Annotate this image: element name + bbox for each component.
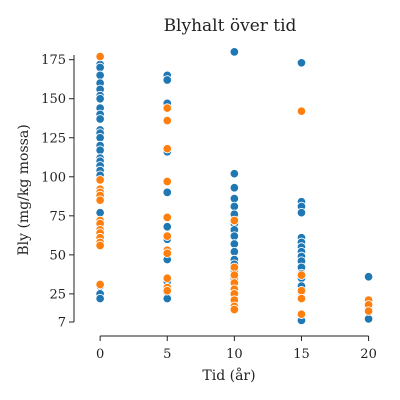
data-point-series-2 (162, 115, 172, 126)
data-point-series-2 (296, 309, 307, 319)
data-point-series-1 (229, 239, 240, 249)
data-point-series-2 (162, 231, 172, 241)
data-point-series-1 (229, 201, 240, 212)
data-point-series-2 (363, 306, 374, 316)
data-point-series-1 (162, 222, 172, 232)
x-tick-label: 0 (96, 347, 104, 362)
y-tick-label: 75 (49, 209, 66, 224)
data-point-series-2 (229, 304, 240, 315)
x-tick-label: 20 (360, 347, 377, 362)
y-tick-label: 7 (58, 316, 66, 331)
x-axis-label: Tid (år) (202, 367, 255, 384)
data-point-series-1 (162, 75, 172, 85)
data-point-series-1 (95, 133, 105, 143)
x-axis: 0 5 10 15 20 (96, 335, 377, 362)
x-tick-label: 10 (226, 347, 243, 362)
data-point-series-2 (162, 273, 172, 284)
data-point-series-1 (95, 62, 105, 73)
data-point-series-2 (95, 195, 105, 205)
data-point-series-2 (95, 51, 105, 62)
data-point-series-1 (229, 47, 240, 57)
data-point-series-1 (229, 182, 240, 193)
data-point-series-1 (162, 187, 172, 198)
data-point-series-2 (162, 286, 172, 296)
y-tick-label: 25 (49, 287, 66, 302)
chart-title: Blyhalt över tid (164, 16, 297, 36)
data-point-series-1 (95, 93, 105, 104)
data-point-series-1 (95, 207, 105, 218)
data-point-series-1 (229, 231, 240, 241)
y-tick-label: 175 (41, 53, 66, 68)
data-point-series-2 (296, 293, 307, 304)
data-point-series-1 (229, 246, 240, 257)
data-point-series-2 (296, 106, 307, 116)
data-point-series-1 (229, 168, 240, 179)
y-tick-label: 150 (41, 92, 66, 107)
data-point-series-2 (95, 240, 105, 251)
data-point-series-2 (162, 143, 172, 154)
data-point-series-1 (95, 145, 105, 155)
y-axis-label: Bly (mg/kg mossa) (16, 124, 32, 255)
data-point-series-2 (229, 262, 240, 273)
data-point-series-2 (95, 175, 105, 185)
data-point-series-1 (162, 293, 172, 304)
data-point-series-2 (162, 103, 172, 113)
data-point-series-2 (95, 279, 105, 290)
y-tick-label: 125 (41, 131, 66, 146)
y-tick-label: 50 (49, 248, 66, 263)
data-point-series-1 (363, 314, 374, 324)
data-point-series-2 (162, 248, 172, 259)
x-tick-label: 15 (293, 347, 310, 362)
data-point-series-1 (95, 70, 105, 81)
y-tick-label: 100 (41, 170, 66, 185)
data-point-series-1 (95, 114, 105, 124)
x-tick-label: 5 (163, 347, 171, 362)
data-point-series-2 (229, 215, 240, 226)
data-point-series-1 (296, 207, 307, 218)
data-point-series-2 (296, 270, 307, 280)
plot-area (95, 47, 374, 326)
y-axis: 7 25 50 75 100 125 150 175 (41, 53, 75, 331)
data-point-series-2 (162, 176, 172, 187)
data-point-series-1 (229, 193, 240, 204)
data-point-series-1 (95, 293, 105, 304)
data-point-series-2 (162, 212, 172, 223)
data-point-series-1 (296, 58, 307, 68)
data-point-series-2 (296, 286, 307, 296)
data-point-series-2 (229, 270, 240, 280)
data-point-series-1 (363, 271, 374, 282)
